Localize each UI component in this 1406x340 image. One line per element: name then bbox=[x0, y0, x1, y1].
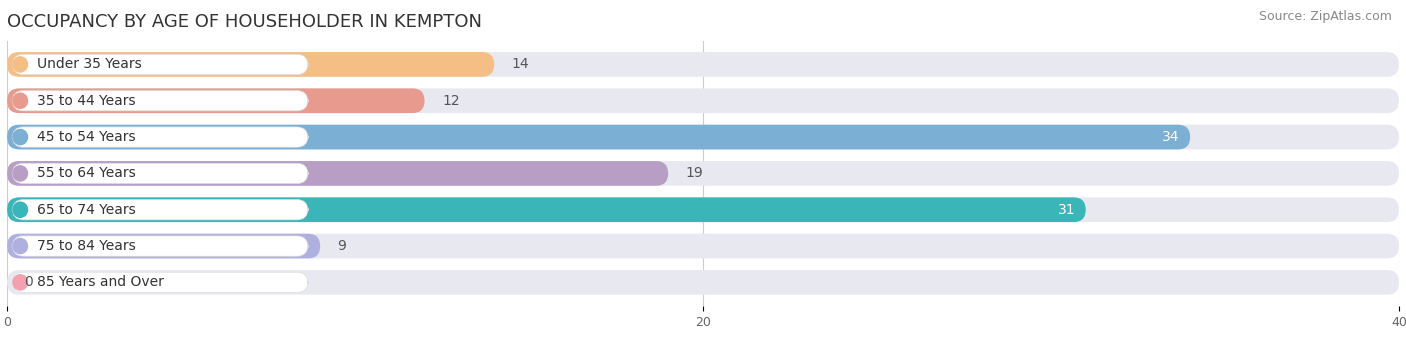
Text: 19: 19 bbox=[686, 166, 703, 181]
FancyBboxPatch shape bbox=[7, 88, 425, 113]
FancyBboxPatch shape bbox=[7, 234, 321, 258]
Text: Source: ZipAtlas.com: Source: ZipAtlas.com bbox=[1258, 10, 1392, 23]
Text: Under 35 Years: Under 35 Years bbox=[37, 57, 142, 71]
FancyBboxPatch shape bbox=[7, 234, 1399, 258]
FancyBboxPatch shape bbox=[13, 200, 308, 220]
Circle shape bbox=[13, 202, 28, 217]
FancyBboxPatch shape bbox=[7, 52, 1399, 77]
FancyBboxPatch shape bbox=[7, 125, 1191, 149]
Circle shape bbox=[13, 93, 28, 108]
FancyBboxPatch shape bbox=[7, 88, 1399, 113]
FancyBboxPatch shape bbox=[7, 198, 1085, 222]
Text: 45 to 54 Years: 45 to 54 Years bbox=[37, 130, 135, 144]
FancyBboxPatch shape bbox=[13, 54, 308, 74]
FancyBboxPatch shape bbox=[13, 236, 308, 256]
Text: OCCUPANCY BY AGE OF HOUSEHOLDER IN KEMPTON: OCCUPANCY BY AGE OF HOUSEHOLDER IN KEMPT… bbox=[7, 13, 482, 31]
Text: 9: 9 bbox=[337, 239, 346, 253]
Circle shape bbox=[13, 130, 28, 144]
Text: 34: 34 bbox=[1163, 130, 1180, 144]
Text: 0: 0 bbox=[24, 275, 34, 289]
FancyBboxPatch shape bbox=[7, 198, 1399, 222]
Text: 31: 31 bbox=[1057, 203, 1076, 217]
Text: 65 to 74 Years: 65 to 74 Years bbox=[37, 203, 135, 217]
Text: 55 to 64 Years: 55 to 64 Years bbox=[37, 166, 135, 181]
Text: 75 to 84 Years: 75 to 84 Years bbox=[37, 239, 135, 253]
Circle shape bbox=[13, 57, 28, 72]
Text: 35 to 44 Years: 35 to 44 Years bbox=[37, 94, 135, 108]
Text: 12: 12 bbox=[441, 94, 460, 108]
Text: 85 Years and Over: 85 Years and Over bbox=[37, 275, 163, 289]
FancyBboxPatch shape bbox=[7, 161, 668, 186]
Circle shape bbox=[13, 238, 28, 254]
Circle shape bbox=[13, 166, 28, 181]
FancyBboxPatch shape bbox=[13, 127, 308, 147]
FancyBboxPatch shape bbox=[13, 163, 308, 184]
FancyBboxPatch shape bbox=[13, 272, 308, 292]
Circle shape bbox=[13, 275, 28, 290]
Text: 14: 14 bbox=[512, 57, 529, 71]
FancyBboxPatch shape bbox=[7, 270, 1399, 295]
FancyBboxPatch shape bbox=[7, 52, 495, 77]
FancyBboxPatch shape bbox=[13, 91, 308, 111]
FancyBboxPatch shape bbox=[7, 125, 1399, 149]
FancyBboxPatch shape bbox=[7, 161, 1399, 186]
